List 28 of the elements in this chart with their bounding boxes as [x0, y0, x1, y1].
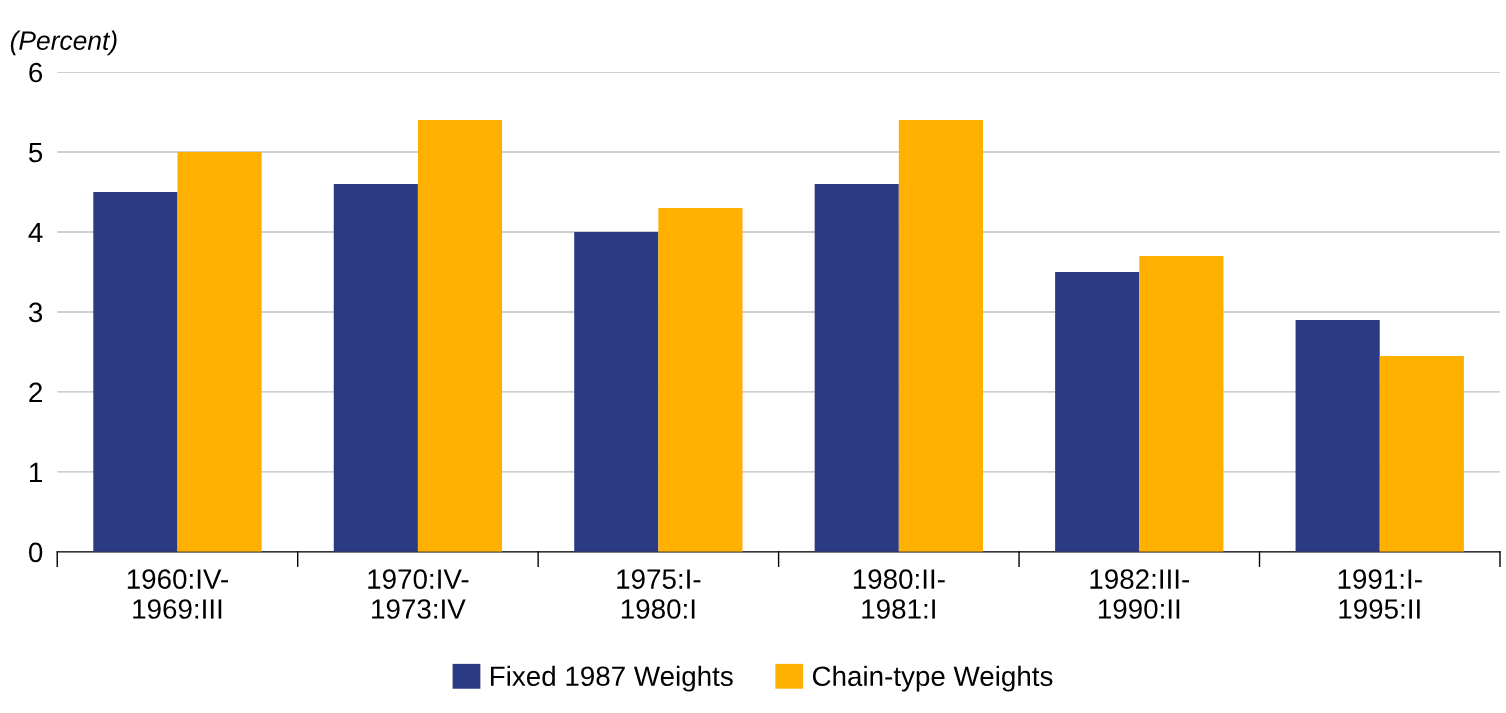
bar — [898, 120, 983, 552]
y-tick-label: 4 — [28, 222, 43, 243]
y-tick-label: 6 — [29, 62, 43, 83]
bar — [333, 183, 418, 552]
bar — [93, 191, 178, 552]
bar — [814, 183, 899, 552]
x-tick-label: 1975:I- 1980:I — [617, 569, 701, 619]
bar — [417, 120, 503, 552]
bar — [1139, 255, 1224, 552]
bar — [1379, 355, 1464, 552]
x-tick-label: 1970:IV- 1973:IV — [368, 569, 469, 619]
x-tick-label: 1980:II- 1981:I — [853, 569, 945, 619]
bar — [1295, 319, 1380, 552]
y-axis-title: (Percent) — [10, 30, 117, 56]
y-tick-label: 0 — [28, 542, 43, 563]
y-tick-label: 1 — [30, 462, 42, 482]
y-tick-label: 2 — [29, 382, 42, 402]
bar — [177, 151, 262, 552]
bar — [658, 207, 743, 552]
y-tick-label: 5 — [29, 142, 43, 163]
legend-label: Fixed 1987 Weights — [491, 665, 733, 692]
y-tick-label: 3 — [28, 302, 43, 323]
legend-label: Chain-type Weights — [812, 665, 1053, 692]
x-tick-label: 1991:I- 1995:II — [1338, 569, 1422, 619]
x-tick-label: 1982:III- 1990:II — [1090, 569, 1190, 619]
bar — [1055, 271, 1140, 552]
bar — [574, 231, 659, 552]
x-tick-label: 1960:IV- 1969:III — [127, 569, 228, 619]
